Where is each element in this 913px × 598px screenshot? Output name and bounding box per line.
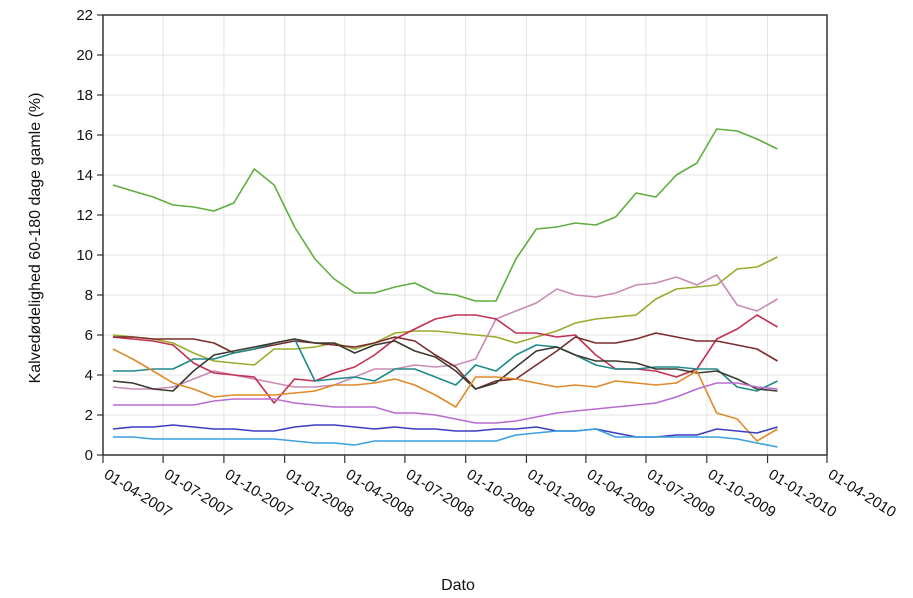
y-tick-label: 8	[85, 287, 93, 304]
y-tick-label: 6	[85, 327, 93, 344]
y-tick-label: 4	[85, 367, 93, 384]
x-axis: 01-04-200701-07-200701-10-200701-01-2008…	[101, 455, 899, 521]
series-layer	[112, 128, 778, 448]
y-tick-label: 16	[76, 127, 93, 144]
x-tick-label: 01-07-2009	[644, 466, 718, 521]
y-axis-title: Kalvedødelighed 60-180 dage gamle (%)	[27, 93, 44, 384]
y-axis: 0 2 4 6 8 10 12 14 16 18 20 22	[76, 7, 103, 464]
x-tick-label: 01-10-2008	[464, 466, 538, 521]
x-tick-label: 01-10-2007	[222, 466, 296, 521]
series-line-1	[112, 128, 778, 302]
y-tick-label: 12	[76, 207, 93, 224]
series-line-5	[112, 332, 778, 390]
series-line-10	[112, 424, 778, 438]
series-line-4	[112, 314, 778, 404]
y-tick-label: 10	[76, 247, 93, 264]
x-tick-label: 01-07-2007	[161, 466, 235, 521]
series-line-8	[112, 348, 778, 442]
y-tick-label: 18	[76, 87, 93, 104]
x-tick-label: 01-07-2008	[403, 466, 477, 521]
y-tick-label: 20	[76, 47, 93, 64]
x-axis-title: Dato	[441, 577, 475, 594]
x-tick-label: 01-10-2009	[705, 466, 779, 521]
series-line-7	[112, 338, 778, 392]
series-line-6	[112, 338, 778, 392]
y-tick-label: 2	[85, 407, 93, 424]
x-tick-label: 01-04-2010	[825, 466, 899, 521]
series-line-3	[112, 274, 778, 390]
series-line-11	[112, 428, 778, 448]
y-tick-label: 22	[76, 7, 93, 24]
y-tick-label: 14	[76, 167, 93, 184]
plot-frame	[102, 14, 828, 456]
plot-area	[103, 15, 827, 455]
series-line-2	[112, 256, 778, 366]
y-tick-label: 0	[85, 447, 93, 464]
series-line-9	[112, 382, 778, 424]
